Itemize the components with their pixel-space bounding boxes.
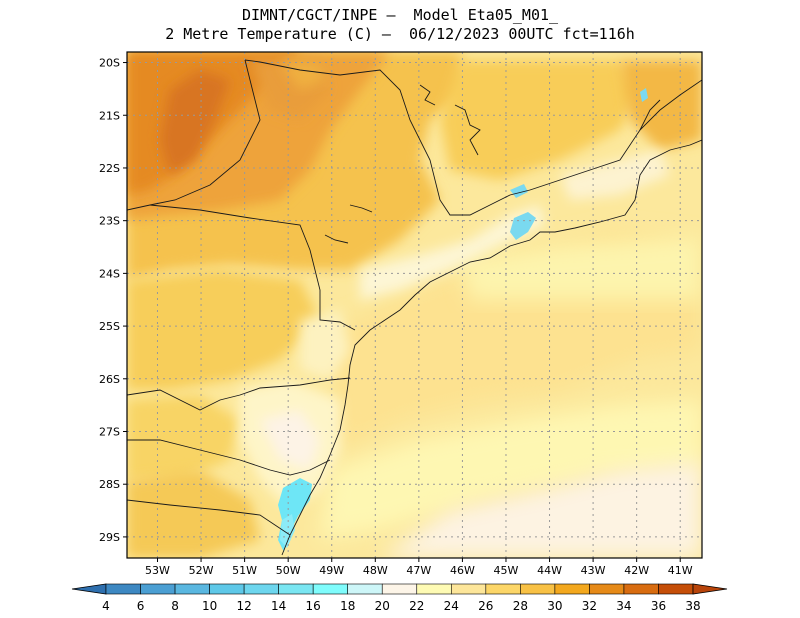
lat-tick-label: 27S [99, 426, 120, 439]
colorbar-label: 10 [202, 599, 217, 613]
lon-tick-label: 49W [319, 564, 344, 577]
reservoir-1 [419, 84, 436, 106]
lon-tick-label: 42W [624, 564, 649, 577]
colorbar-label: 38 [685, 599, 700, 613]
state-border-mg-rj [529, 99, 661, 191]
lat-tick-label: 22S [99, 162, 120, 175]
colorbar-segment [450, 583, 487, 595]
colorbar-label: 16 [306, 599, 321, 613]
lon-tick-label: 52W [189, 564, 214, 577]
colorbar-segment [174, 583, 210, 595]
latitude-ticks: 20S 21S 22S 23S 24S 25S 26S 27S 28S 29S [99, 57, 127, 544]
colorbar-label: 18 [340, 599, 355, 613]
colorbar-segment [520, 583, 556, 595]
color-bar: 4 6 8 10 12 14 16 18 20 22 24 26 28 30 32 34 36 38 [71, 583, 728, 613]
colorbar-segment [623, 583, 659, 595]
colorbar-segment [347, 583, 383, 595]
colorbar-label: 22 [409, 599, 424, 613]
colorbar-segment [381, 583, 418, 595]
lon-tick-label: 45W [494, 564, 519, 577]
lat-tick-label: 26S [99, 373, 120, 386]
colorbar-label: 14 [271, 599, 286, 613]
lon-tick-label: 46W [450, 564, 475, 577]
colorbar-segment [658, 583, 694, 595]
colorbar-arrow-low [71, 583, 107, 595]
plot-frame [126, 51, 703, 559]
lat-tick-label: 25S [99, 320, 120, 333]
colorbar-label: 32 [582, 599, 597, 613]
longitude-ticks: 53W 52W 51W 50W 49W 48W 47W 46W 45W 44W 43W 42W 41W [145, 558, 693, 577]
state-border-pr-sc [127, 377, 351, 411]
colorbar-label: 28 [513, 599, 528, 613]
state-border-sc-rs [127, 439, 331, 476]
lon-tick-label: 48W [363, 564, 388, 577]
colorbar-label: 20 [375, 599, 390, 613]
colorbar-label: 34 [616, 599, 631, 613]
colorbar-segment [140, 583, 176, 595]
colorbar-segment [416, 583, 452, 595]
colorbar-segment [554, 583, 590, 595]
lon-tick-label: 41W [668, 564, 693, 577]
colorbar-label: 8 [171, 599, 179, 613]
colorbar-segment [243, 583, 279, 595]
state-border-mg-es [639, 79, 702, 131]
colorbar-segment [278, 583, 314, 595]
borders [127, 59, 702, 556]
lon-tick-label: 50W [276, 564, 301, 577]
map-title-line-1: DIMNT/CGCT/INPE – Model Eta05_M01_ [241, 6, 559, 24]
border-rs-west [127, 499, 291, 536]
state-border-ms-sp [127, 59, 261, 211]
lat-tick-label: 20S [99, 57, 120, 70]
lat-tick-label: 28S [99, 478, 120, 491]
colorbar-label: 4 [102, 599, 110, 613]
colorbar-segment [485, 583, 521, 595]
colorbar-label: 24 [444, 599, 459, 613]
lon-tick-label: 51W [232, 564, 257, 577]
colorbar-segment [209, 583, 245, 595]
lon-tick-label: 53W [145, 564, 170, 577]
colorbar-segment [589, 583, 625, 595]
colorbar-segment [105, 583, 141, 595]
lon-tick-label: 47W [406, 564, 431, 577]
state-border-sp-pr [149, 204, 356, 331]
graticule [127, 52, 702, 558]
colorbar-arrow-high [692, 583, 728, 595]
reservoir-2 [454, 104, 481, 156]
map-title-line-2: 2 Metre Temperature (C) – 06/12/2023 00U… [165, 25, 635, 43]
colorbar-label: 36 [651, 599, 666, 613]
colorbar-label: 12 [236, 599, 251, 613]
colorbar-label: 26 [478, 599, 493, 613]
colorbar-label: 30 [547, 599, 562, 613]
lon-tick-label: 44W [537, 564, 562, 577]
state-border-sp-mg [244, 59, 531, 216]
temperature-field [127, 52, 702, 558]
colorbar-segment [312, 583, 349, 595]
lat-tick-label: 29S [99, 531, 120, 544]
lat-tick-label: 21S [99, 109, 120, 122]
coastline [281, 139, 702, 556]
lat-tick-label: 24S [99, 267, 120, 280]
lat-tick-label: 23S [99, 215, 120, 228]
reservoir-3 [349, 204, 373, 213]
reservoir-4 [324, 234, 349, 244]
lon-tick-label: 43W [581, 564, 606, 577]
colorbar-label: 6 [137, 599, 145, 613]
